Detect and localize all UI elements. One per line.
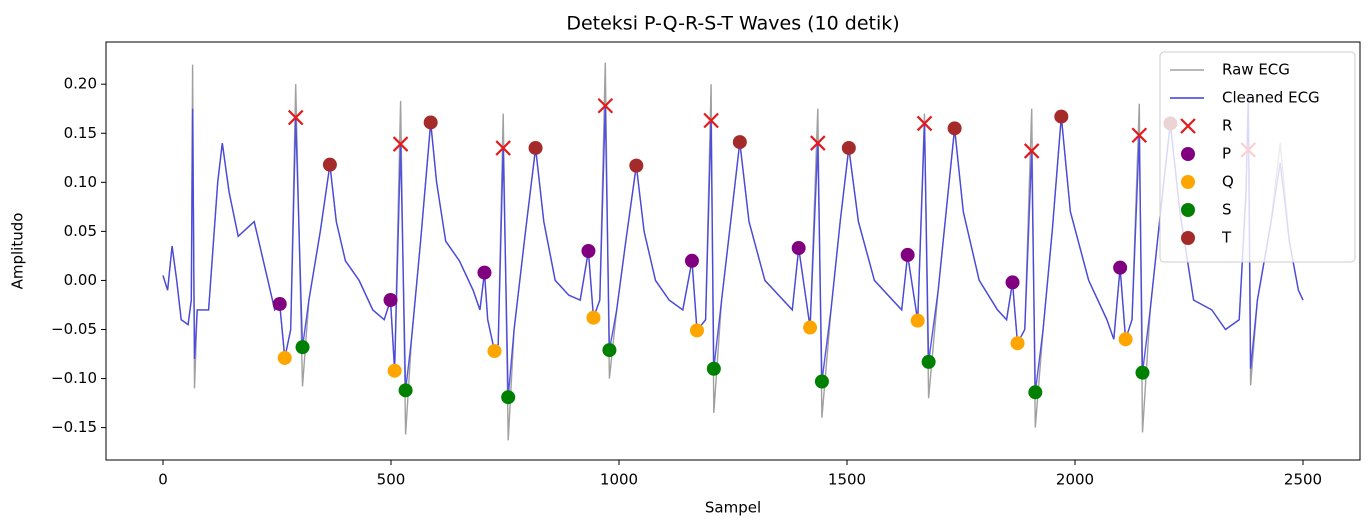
y-tick-label: 0.05 [64,222,97,240]
peak-marker [814,374,829,389]
peak-marker [689,323,704,338]
peak-marker [732,135,747,150]
peak-marker [1135,365,1150,380]
y-axis-label: Amplitudo [9,213,27,290]
y-tick-label: −0.05 [51,320,97,338]
peak-marker [947,121,962,136]
legend-label: T [1221,229,1232,247]
x-tick-label: 500 [377,471,406,489]
chart-title: Deteksi P-Q-R-S-T Waves (10 detik) [566,13,899,35]
legend-label: R [1222,117,1232,135]
peak-marker [684,253,699,268]
x-tick-label: 1500 [828,471,866,489]
peak-marker [629,158,644,173]
peak-marker [495,140,511,156]
peak-marker [597,98,614,114]
peak-marker [1023,143,1040,159]
peak-marker [528,140,543,155]
x-tick-label: 2500 [1284,471,1322,489]
peak-marker [1010,336,1025,351]
peak-marker [1118,332,1133,347]
peak-marker [501,390,516,405]
peak-marker [1054,109,1069,124]
legend-swatch [1180,118,1196,134]
peak-marker [287,109,304,126]
peak-marker [277,350,292,365]
peak-marker [1113,260,1128,275]
ecg-line [162,62,1304,441]
plot-series [162,62,1304,441]
legend-swatch [1181,231,1195,245]
ecg-line [162,93,1304,398]
peak-marker [295,340,310,355]
peak-marker [810,135,826,151]
peak-marker [383,293,398,308]
legend-swatch [1181,147,1195,161]
x-tick-label: 0 [158,471,168,489]
peak-marker [916,115,933,132]
peak-marker [398,383,413,398]
legend-swatch [1181,175,1195,189]
plot-area [105,41,1361,461]
x-tick-label: 2000 [1056,471,1094,489]
peak-marker [387,363,402,378]
legend-label: S [1222,201,1232,219]
peak-marker [841,140,856,155]
y-tick-label: 0.20 [64,75,97,93]
peak-marker [392,136,409,152]
peak-marker [322,157,337,172]
peak-marker [1005,275,1020,290]
peak-marker [586,310,601,325]
x-axis-label: Sampel [705,499,761,517]
y-tick-label: 0.10 [64,173,97,191]
peak-marker [1131,127,1148,143]
peak-marker [703,112,719,129]
y-tick-label: 0.15 [64,124,97,142]
peak-marker [272,296,287,311]
peak-marker [706,361,721,376]
x-tick-label: 1000 [600,471,638,489]
peak-marker [803,320,818,335]
peak-marker [921,354,936,369]
y-tick-label: −0.15 [51,418,97,436]
peak-marker [477,265,492,280]
peak-marker [581,244,596,258]
legend-box [1159,51,1356,263]
peak-marker [900,247,915,262]
peak-marker [1028,385,1043,400]
legend-label: Q [1222,173,1234,191]
peak-marker [602,343,617,358]
peak-marker [487,344,502,359]
peak-marker [423,115,438,130]
legend-label: Cleaned ECG [1222,89,1320,107]
legend-label: P [1222,145,1231,163]
legend-label: Raw ECG [1222,61,1290,79]
legend-swatch [1181,203,1195,217]
peak-marker [791,241,806,256]
peak-marker [910,313,925,328]
y-tick-label: 0.00 [64,271,97,289]
y-tick-label: −0.10 [51,369,97,387]
